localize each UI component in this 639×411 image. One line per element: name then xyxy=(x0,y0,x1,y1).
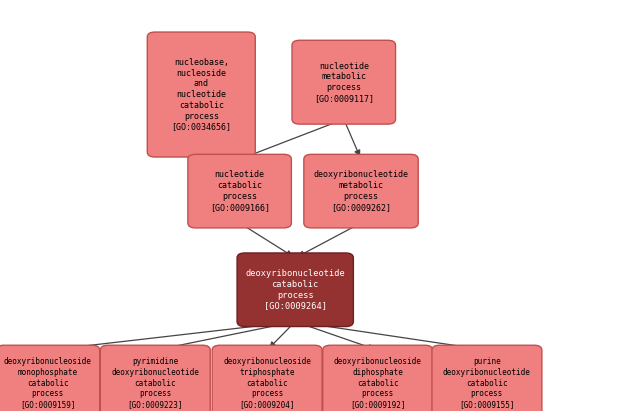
Text: deoxyribonucleotide
metabolic
process
[GO:0009262]: deoxyribonucleotide metabolic process [G… xyxy=(314,171,408,212)
FancyBboxPatch shape xyxy=(323,345,433,411)
Text: deoxyribonucleoside
diphosphate
catabolic
process
[GO:0009192]: deoxyribonucleoside diphosphate cataboli… xyxy=(334,357,422,409)
Text: nucleotide
metabolic
process
[GO:0009117]: nucleotide metabolic process [GO:0009117… xyxy=(314,62,374,103)
FancyBboxPatch shape xyxy=(212,345,322,411)
FancyBboxPatch shape xyxy=(237,253,353,326)
Text: purine
deoxyribonucleotide
catabolic
process
[GO:0009155]: purine deoxyribonucleotide catabolic pro… xyxy=(443,357,531,409)
FancyBboxPatch shape xyxy=(188,154,291,228)
Text: nucleotide
catabolic
process
[GO:0009166]: nucleotide catabolic process [GO:0009166… xyxy=(210,171,270,212)
FancyBboxPatch shape xyxy=(292,40,396,124)
FancyBboxPatch shape xyxy=(432,345,542,411)
FancyBboxPatch shape xyxy=(100,345,210,411)
Text: deoxyribonucleoside
monophosphate
catabolic
process
[GO:0009159]: deoxyribonucleoside monophosphate catabo… xyxy=(4,357,92,409)
Text: nucleobase,
nucleoside
and
nucleotide
catabolic
process
[GO:0034656]: nucleobase, nucleoside and nucleotide ca… xyxy=(171,58,231,131)
Text: deoxyribonucleotide
catabolic
process
[GO:0009264]: deoxyribonucleotide catabolic process [G… xyxy=(245,269,345,310)
FancyBboxPatch shape xyxy=(147,32,255,157)
FancyBboxPatch shape xyxy=(304,154,418,228)
Text: deoxyribonucleoside
triphosphate
catabolic
process
[GO:0009204]: deoxyribonucleoside triphosphate catabol… xyxy=(223,357,311,409)
Text: pyrimidine
deoxyribonucleotide
catabolic
process
[GO:0009223]: pyrimidine deoxyribonucleotide catabolic… xyxy=(111,357,199,409)
FancyBboxPatch shape xyxy=(0,345,100,411)
